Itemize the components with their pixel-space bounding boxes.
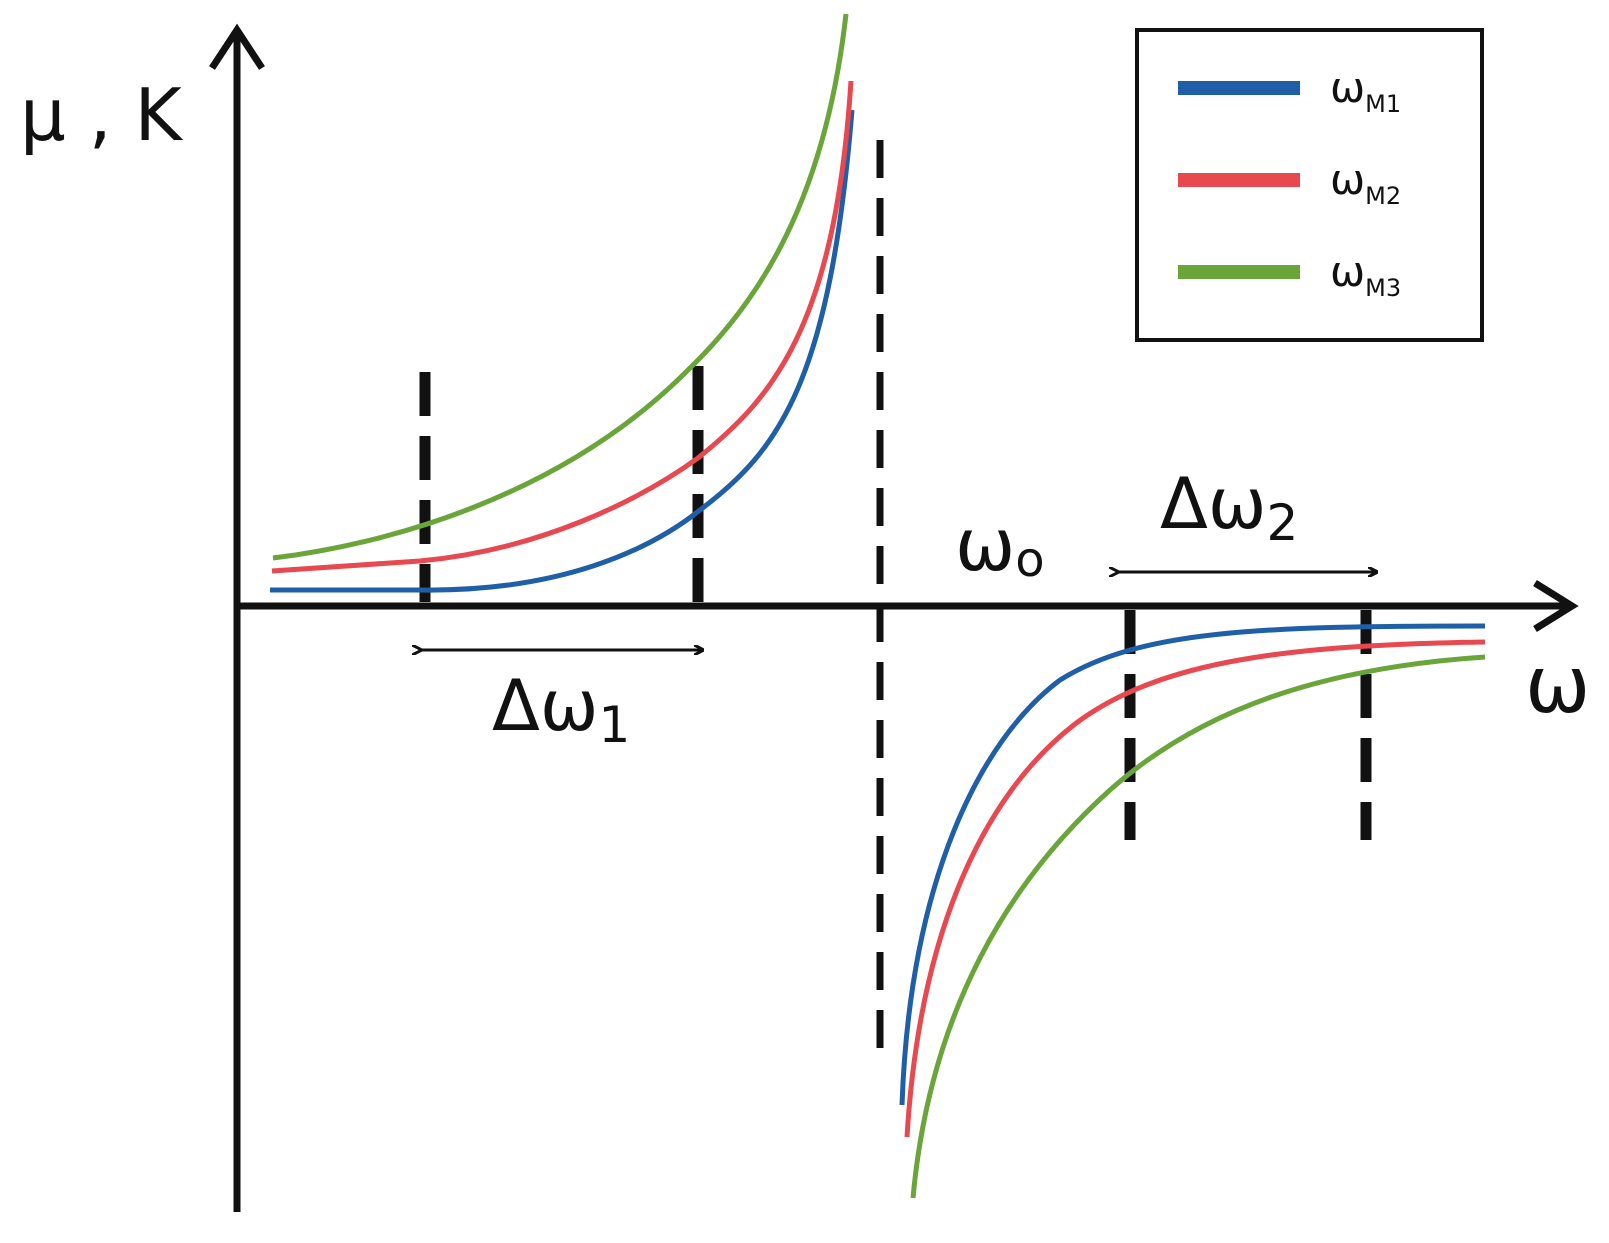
band2-label: Δω2 xyxy=(1160,463,1298,552)
series-m1-right xyxy=(899,623,1486,1106)
band1-label: Δω1 xyxy=(492,665,630,754)
series-m3-right xyxy=(910,654,1486,1199)
series-m1-left xyxy=(270,109,855,593)
legend-label-m2: ωM2 xyxy=(1330,155,1401,210)
series-m2-right xyxy=(904,639,1486,1138)
y-axis-arrowhead xyxy=(209,23,265,70)
x-axis-label: ω xyxy=(1525,641,1590,731)
series-m3-left xyxy=(272,13,849,561)
legend-label-m1: ωM1 xyxy=(1330,63,1401,118)
x-axis-arrowhead xyxy=(1533,580,1579,632)
legend-label-m3: ωM3 xyxy=(1330,247,1401,302)
series-m2-left xyxy=(271,80,854,574)
y-axis-label: μ , K xyxy=(20,73,183,157)
legend: ωM1 ωM2 ωM3 xyxy=(1135,28,1484,342)
resonance-label: ωo xyxy=(955,503,1045,588)
